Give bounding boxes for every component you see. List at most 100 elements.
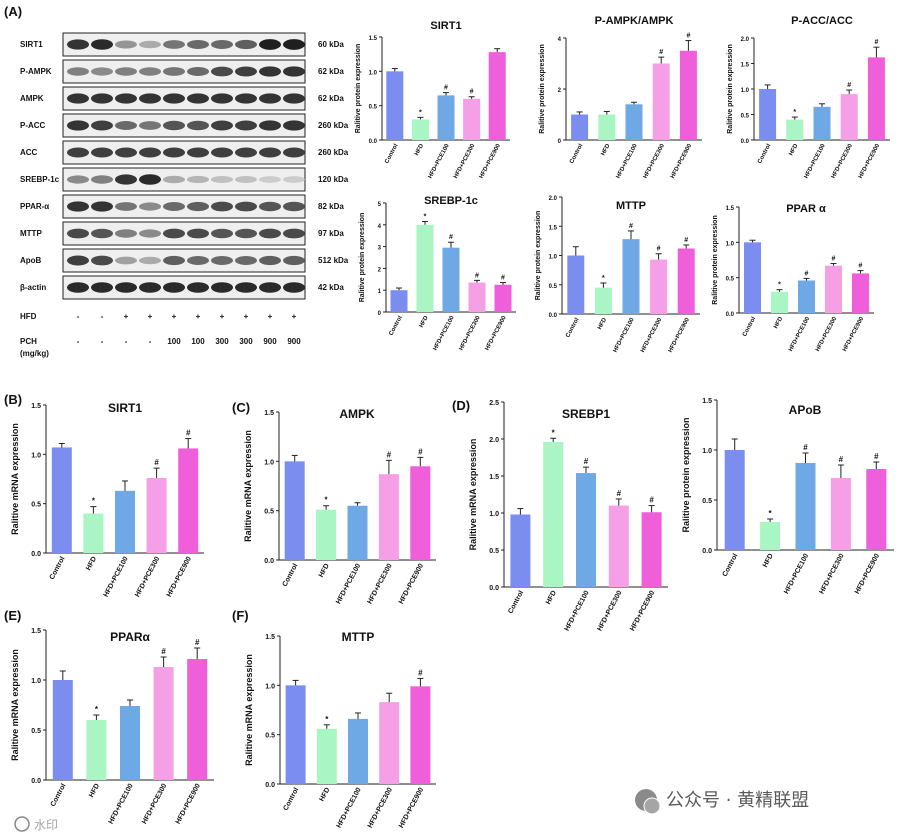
bar-HFD (86, 720, 107, 780)
bar-HFD (316, 509, 337, 560)
y-tick-label: 0.5 (702, 498, 712, 505)
chart-0: SIRT1 Ralitive protein expression 0.0 0.5 1.… (355, 20, 510, 180)
blot-band (187, 282, 209, 293)
western-blot: SIRT1 60 kDa P-AMPK 62 kDa AMPK 62 kDa P-ACC 26… (20, 32, 349, 358)
bar-HFD (83, 513, 104, 553)
significance-mark: # (805, 270, 809, 277)
significance-mark: # (418, 447, 423, 456)
x-tick-label: Control (384, 143, 399, 165)
blot-band (235, 147, 257, 158)
bar-Control (386, 71, 404, 140)
bar-HFD+PCE300 (153, 667, 174, 780)
y-tick-label: 1.0 (369, 70, 378, 76)
blot-band (163, 175, 185, 184)
blot-band (283, 282, 305, 293)
y-axis-label: Ralitive mRNA expression (468, 439, 478, 551)
blot-band (211, 66, 233, 77)
hfd-row-label: HFD (20, 312, 37, 321)
y-tick-label: 0.5 (31, 728, 41, 735)
y-axis-label: Ralitive protein expression (355, 44, 362, 133)
significance-mark: # (874, 39, 878, 46)
y-tick-label: 4 (558, 37, 562, 43)
blot-kda-0: 60 kDa (318, 40, 344, 49)
blot-kda-4: 260 kDa (318, 148, 349, 157)
y-tick-label: 1.5 (31, 403, 41, 410)
blot-band (115, 147, 137, 158)
pch-unit-label: (mg/kg) (20, 349, 49, 358)
bar-Control (52, 680, 73, 780)
x-tick-label: HFD+PCE100 (804, 143, 828, 180)
hfd-value: + (292, 312, 297, 321)
blot-band (211, 256, 233, 265)
bar-Control (284, 461, 305, 560)
y-tick-label: 1.0 (31, 678, 41, 685)
bar-HFD+PCE900 (187, 659, 208, 780)
x-tick-label: HFD+PCE300 (831, 143, 855, 180)
panel-label-e: (E) (4, 608, 21, 623)
blot-kda-1: 62 kDa (318, 67, 344, 76)
blot-band (115, 202, 137, 211)
y-tick-label: 0.5 (549, 284, 558, 290)
blot-band (67, 255, 89, 266)
blot-band (139, 93, 161, 104)
blot-band (91, 93, 113, 104)
bar-HFD+PCE100 (625, 104, 643, 140)
chart-10: PPARα Ralitive mRNA expression 0.0 0.5 1.0 1.… (10, 628, 214, 825)
significance-mark: # (418, 668, 423, 677)
y-axis-label: Ralitive mRNA expression (243, 430, 253, 542)
chart-4: MTTP Ralitive protein expression 0.0 0.5 1.0… (535, 196, 700, 354)
blot-label-3: P-ACC (20, 121, 46, 130)
watermark-logo-icon (14, 816, 30, 832)
significance-mark: # (501, 275, 505, 282)
panel-label-d: (D) (452, 398, 470, 413)
significance-mark: # (470, 89, 474, 96)
blot-band (163, 255, 185, 266)
blot-band (163, 120, 185, 131)
blot-rows: SIRT1 60 kDa P-AMPK 62 kDa AMPK 62 kDa P-ACC 26… (20, 32, 349, 300)
blot-label-6: PPAR-α (20, 202, 49, 211)
x-tick-label: HFD+PCE900 (858, 143, 882, 180)
x-tick-label: HFD+PCE300 (459, 315, 483, 352)
blot-band (187, 147, 209, 158)
blot-band (283, 228, 305, 239)
y-tick-label: 0.5 (726, 277, 735, 283)
blot-band (235, 176, 257, 183)
blot-band (187, 93, 209, 104)
y-tick-label: 0.0 (31, 551, 41, 558)
bar-HFD (760, 522, 781, 550)
blot-band (235, 228, 257, 239)
blot-label-8: ApoB (20, 256, 42, 265)
x-tick-label: Control (722, 553, 740, 578)
x-tick-label: HFD+PCE900 (175, 783, 202, 826)
blot-band (139, 40, 161, 49)
bar-Control (567, 255, 585, 314)
blot-band (67, 282, 89, 293)
y-tick-label: 4 (378, 224, 382, 230)
y-axis-label: Ralitive protein expression (681, 417, 691, 532)
significance-mark: # (475, 272, 479, 279)
significance-mark: * (325, 715, 329, 724)
bar-HFD+PCE900 (410, 686, 431, 784)
bar-HFD+PCE100 (576, 473, 596, 587)
significance-mark: # (659, 49, 663, 56)
x-tick-label: HFD+PCE300 (134, 556, 161, 599)
blot-band (211, 176, 233, 183)
x-tick-label: HFD (788, 143, 799, 157)
x-tick-label: Control (742, 316, 757, 338)
blot-band (67, 228, 89, 239)
blot-label-7: MTTP (20, 229, 42, 238)
significance-mark: * (602, 275, 605, 282)
blot-band (259, 39, 281, 50)
x-tick-label: HFD+PCE900 (854, 553, 881, 596)
x-tick-label: HFD+PCE100 (336, 787, 363, 830)
chart-7: AMPK Ralitive mRNA expression 0.0 0.5 1.0 1.5… (243, 407, 436, 605)
blot-band (211, 147, 233, 158)
blot-band (115, 282, 137, 293)
significance-mark: # (629, 223, 633, 230)
x-tick-label: HFD (762, 553, 775, 569)
hfd-value: + (220, 312, 225, 321)
significance-mark: # (617, 489, 622, 498)
bar-HFD+PCE300 (146, 478, 167, 553)
blot-band (283, 176, 305, 183)
y-tick-label: 1.5 (549, 225, 558, 231)
